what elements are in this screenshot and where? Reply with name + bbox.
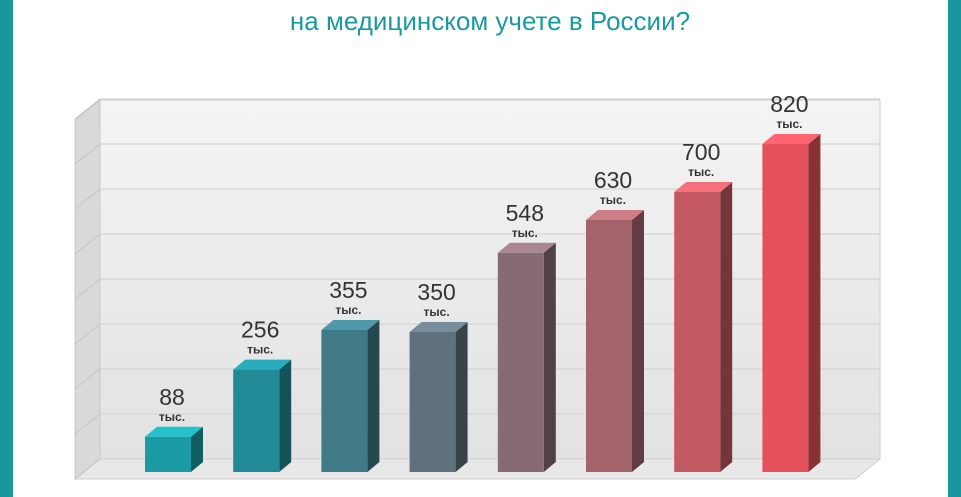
value-unit: тыс. [159,410,185,424]
value-unit: тыс. [776,117,802,131]
bar-side [720,182,733,472]
bar [497,252,544,472]
value-unit: тыс. [512,226,538,240]
grid-line-side [74,233,101,255]
bar [586,220,632,472]
bar-side [543,242,556,472]
bar-top [586,210,644,220]
bar-top [762,134,821,144]
bar [321,330,368,472]
value-label: 820 [770,91,808,117]
bar-side [279,359,292,472]
value-label: 355 [329,277,367,303]
grid-line-side [74,143,101,165]
bar-top [674,182,733,192]
value-label: 350 [417,279,455,305]
value-unit: тыс. [247,343,273,357]
value-label: 630 [594,167,632,193]
value-label: 88 [159,384,185,410]
value-label: 256 [241,317,279,343]
grid-line-side [74,278,101,300]
bar-side [808,134,821,472]
bar [674,192,721,472]
grid-line-side [74,323,101,345]
grid-line-side [74,98,101,120]
bar-top [409,322,468,332]
value-label: 548 [506,200,544,226]
chart-title: на медицинском учете в России? [290,6,690,36]
bar-side [455,322,468,472]
grid-line-side [74,188,101,210]
value-unit: тыс. [335,303,361,317]
bar [145,436,191,472]
bar-top [497,242,556,253]
grid-line-side [74,458,101,480]
bar-side [632,210,644,472]
bar-top [321,320,380,330]
grid-line-side [74,368,101,390]
frame-left [0,0,13,497]
value-unit: тыс. [424,305,450,319]
chart-walls [73,98,882,481]
value-label: 700 [682,139,720,165]
value-unit: тыс. [600,193,626,207]
bar-top [233,359,292,370]
bar [409,332,456,472]
bar-side [191,426,203,472]
bar [233,369,280,472]
grid-line-side [74,413,101,435]
bar-top [145,426,203,437]
bar-side [367,320,380,472]
frame-right [948,0,961,497]
value-unit: тыс. [688,165,714,179]
bar [762,144,809,472]
